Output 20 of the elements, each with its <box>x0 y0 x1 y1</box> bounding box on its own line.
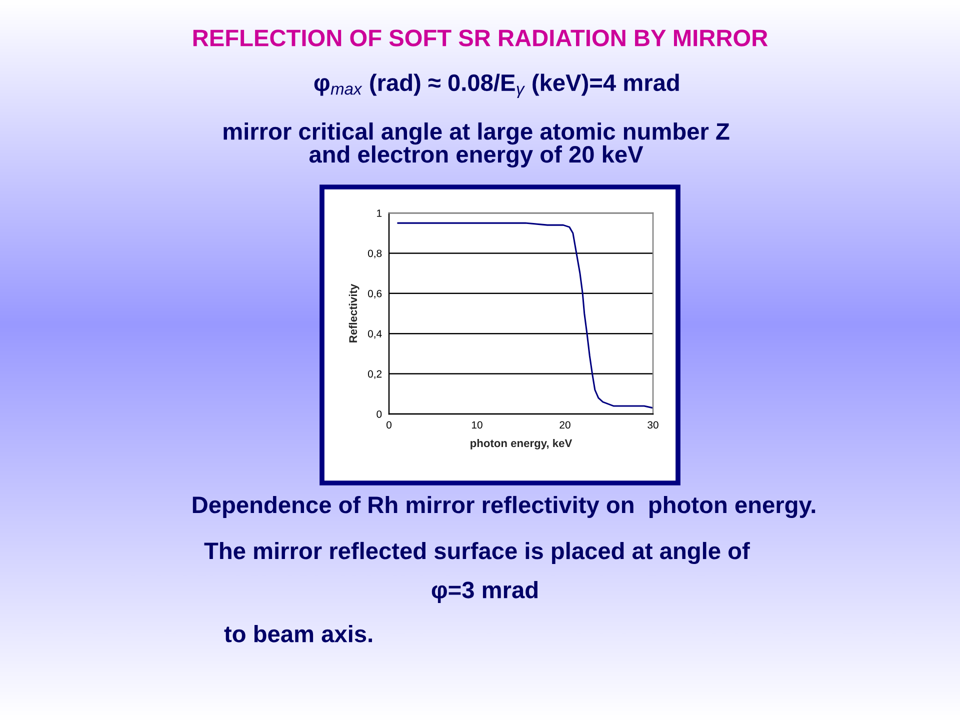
line-series <box>397 222 653 409</box>
y-tick-label: 0,2 <box>368 370 382 379</box>
text: mirror critical angle at large atomic number Z and electron energy of 20 keV <box>224 122 730 168</box>
x-tick-label: 30 <box>648 421 658 429</box>
y-tick-label: 1 <box>377 210 382 217</box>
y-axis-title: Reflectivity <box>348 284 360 342</box>
y-tick-label: 0,8 <box>368 250 382 258</box>
text: φ=3 mrad <box>432 580 538 604</box>
y-tick-label: 0,4 <box>368 330 382 339</box>
text: to beam axis. <box>224 624 372 642</box>
chart-title: REFLECTION OF SOFT SR RADIATION BY MIRROR <box>193 30 768 46</box>
x-tick-label: 20 <box>560 421 570 429</box>
x-axis-title: photon energy, keV <box>470 438 572 450</box>
x-tick-label: 10 <box>472 421 482 429</box>
text: The mirror reflected surface is placed at angle of <box>204 542 750 564</box>
x-tick-label: 0 <box>386 421 392 429</box>
y-tick-label: 0 <box>376 410 382 418</box>
y-tick-label: 0,6 <box>368 290 382 299</box>
text: Dependence of Rh mirror reflectivity on photon energy. <box>192 496 816 518</box>
chart-subtitle: φ$_{max}$ (rad) ≈ 0.08/E$_{γ}$ (keV)=4 mrad <box>314 74 679 98</box>
